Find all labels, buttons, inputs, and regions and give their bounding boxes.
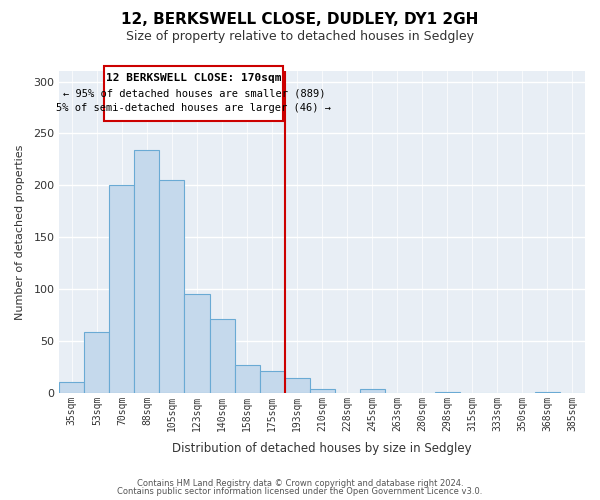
Text: Size of property relative to detached houses in Sedgley: Size of property relative to detached ho… [126, 30, 474, 43]
Bar [360, 388, 385, 393]
Text: Contains HM Land Registry data © Crown copyright and database right 2024.: Contains HM Land Registry data © Crown c… [137, 478, 463, 488]
Bar [134, 150, 160, 393]
Bar [109, 186, 134, 393]
Text: Contains public sector information licensed under the Open Government Licence v3: Contains public sector information licen… [118, 487, 482, 496]
Bar [435, 392, 460, 393]
Bar [209, 319, 235, 393]
Text: 12, BERKSWELL CLOSE, DUDLEY, DY1 2GH: 12, BERKSWELL CLOSE, DUDLEY, DY1 2GH [121, 12, 479, 28]
Y-axis label: Number of detached properties: Number of detached properties [15, 144, 25, 320]
Bar [160, 180, 184, 393]
Text: ← 95% of detached houses are smaller (889): ← 95% of detached houses are smaller (88… [62, 89, 325, 99]
Bar [235, 365, 260, 393]
Bar [85, 332, 109, 393]
Bar [535, 392, 560, 393]
X-axis label: Distribution of detached houses by size in Sedgley: Distribution of detached houses by size … [172, 442, 472, 455]
Text: 5% of semi-detached houses are larger (46) →: 5% of semi-detached houses are larger (4… [56, 104, 331, 114]
Bar [260, 371, 284, 393]
FancyBboxPatch shape [104, 66, 283, 121]
Bar [284, 378, 310, 393]
Bar [310, 388, 335, 393]
Bar [184, 294, 209, 393]
Text: 12 BERKSWELL CLOSE: 170sqm: 12 BERKSWELL CLOSE: 170sqm [106, 74, 281, 84]
Bar [59, 382, 85, 393]
